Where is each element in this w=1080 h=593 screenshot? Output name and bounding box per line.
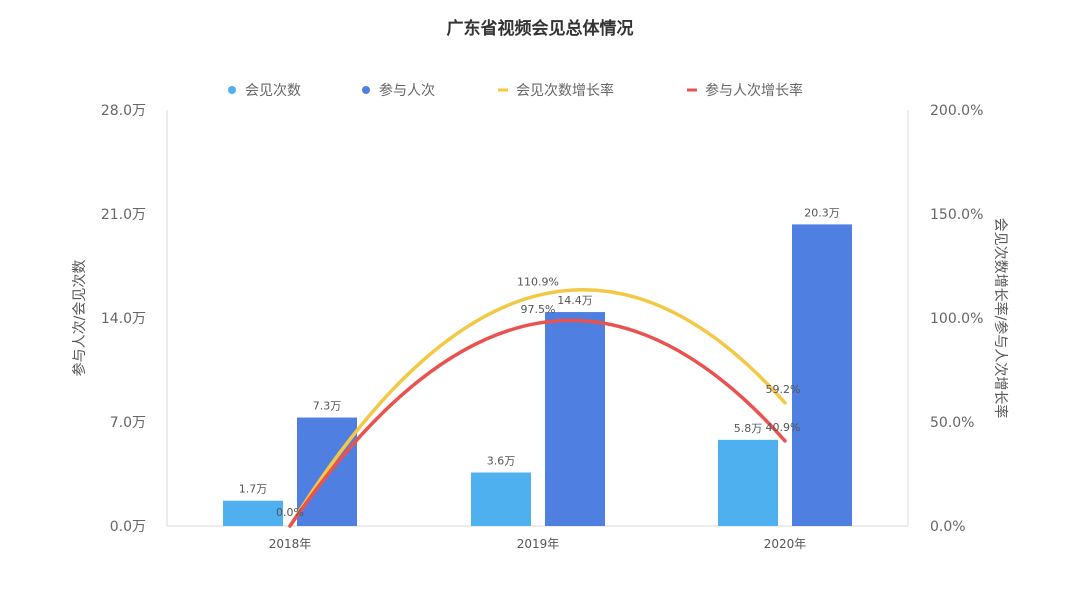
y-axis-left-title: 参与人次/会见次数 [71,260,88,377]
axes: 0.0万 7.0万 14.0万 21.0万 28.0万 0.0% 50.0% 100.0% 15… [101,103,984,551]
x-tick-label: 2019年 [517,537,560,551]
y-left-tick-label: 7.0万 [110,415,146,431]
bar [471,472,531,526]
legend-label: 会见次数 [245,83,301,99]
legend-marker [228,86,236,94]
legend-label: 参与人次增长率 [705,82,803,99]
line-data-label: 97.5% [521,303,556,316]
data-labels: 1.7万 3.6万 5.8万 7.3万 14.4万 20.3万 110.9% 59.2% 0.0… [239,206,840,519]
bar [223,500,283,526]
y-left-tick-label: 14.0万 [101,311,146,327]
x-tick-label: 2020年 [764,537,807,551]
legend: 会见次数 参与人次 会见次数增长率 参与人次增长率 [228,82,803,99]
y-right-tick-label: 200.0% [930,103,983,119]
legend-label: 参与人次 [379,82,435,99]
line-data-label: 40.9% [766,421,801,434]
legend-marker [362,86,370,94]
chart-title: 广东省视频会见总体情况 [447,18,634,39]
bar [545,312,605,526]
y-left-tick-label: 28.0万 [101,103,146,119]
y-right-tick-label: 150.0% [930,207,983,223]
line-data-label: 110.9% [517,275,559,288]
bar-data-label: 3.6万 [487,455,516,468]
bar [792,224,852,526]
y-axis-right-title: 会见次数增长率/参与人次增长率 [992,218,1009,419]
y-right-tick-label: 0.0% [930,519,966,535]
bar-data-label: 7.3万 [313,400,342,413]
bar-data-label: 14.4万 [557,294,593,307]
y-left-tick-label: 0.0万 [110,519,146,535]
line-data-label: 0.0% [276,506,304,519]
y-left-tick-label: 21.0万 [101,207,146,223]
x-tick-label: 2018年 [269,537,312,551]
line-data-label: 59.2% [766,383,801,396]
bar-data-label: 20.3万 [804,206,840,219]
bar [718,439,778,526]
series-line [288,288,787,528]
series-line [288,318,787,528]
y-right-tick-label: 50.0% [930,415,974,431]
y-right-tick-label: 100.0% [930,311,983,327]
bar-data-label: 5.8万 [734,422,763,435]
bars [223,224,852,526]
lines [288,288,787,528]
bar-data-label: 1.7万 [239,483,268,496]
legend-label: 会见次数增长率 [516,82,614,99]
